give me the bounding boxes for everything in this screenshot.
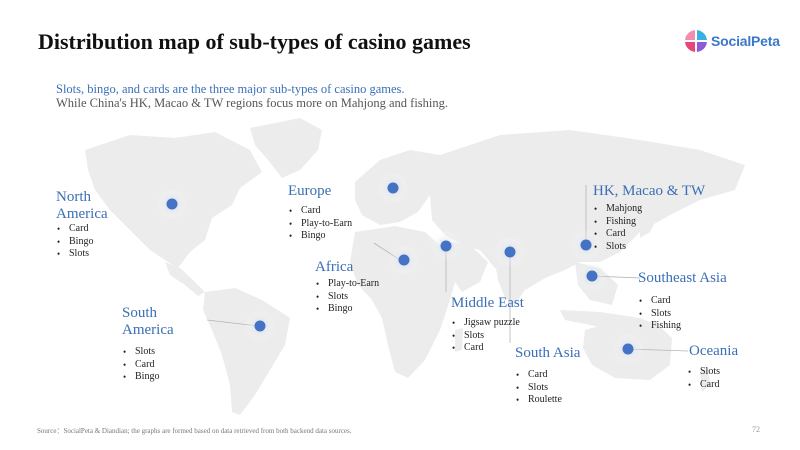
marker-south-america — [254, 320, 266, 332]
region-north-america: North America Card Bingo Slots — [56, 189, 108, 261]
logo-text: SocialPeta — [711, 33, 780, 49]
oceania-game-list: Slots Card — [687, 366, 738, 391]
list-item: Mahjong — [593, 203, 705, 216]
africa-game-list: Play-to-Earn Slots Bingo — [315, 278, 379, 316]
region-name-middle-east: Middle East — [451, 295, 524, 311]
region-south-america: South America Slots Card Bingo — [122, 305, 174, 384]
socialpeta-logo: SocialPeta — [684, 29, 780, 53]
region-name-south-asia: South Asia — [515, 345, 581, 361]
list-item: Card — [56, 223, 108, 236]
north-america-game-list: Card Bingo Slots — [56, 223, 108, 261]
region-southeast-asia: Southeast Asia Card Slots Fishing — [638, 270, 727, 333]
subtitle-detail: While China's HK, Macao & TW regions foc… — [56, 96, 448, 110]
list-item: Card — [288, 205, 352, 218]
list-item: Roulette — [515, 394, 580, 407]
south-america-shape — [203, 288, 290, 415]
list-item: Play-to-Earn — [315, 278, 379, 291]
marker-middle-east — [440, 240, 452, 252]
list-item: Slots — [122, 346, 174, 359]
list-item: Card — [593, 228, 705, 241]
list-item: Slots — [451, 330, 524, 343]
source-footnote: Source：SocialPeta & Diandian; the graphs… — [37, 427, 352, 435]
socialpeta-logo-icon — [685, 30, 707, 52]
marker-southeast-asia — [586, 270, 598, 282]
region-name-hk-macao-tw: HK, Macao & TW — [593, 183, 706, 199]
india-shape — [495, 262, 528, 305]
southeast-asia-game-list: Card Slots Fishing — [638, 295, 727, 333]
region-name-south-america-line2: America — [122, 322, 174, 338]
list-item: Play-to-Earn — [288, 218, 352, 231]
page-title: Distribution map of sub-types of casino … — [38, 29, 471, 54]
region-africa: Africa Play-to-Earn Slots Bingo — [315, 259, 379, 316]
list-item: Fishing — [638, 320, 727, 333]
list-item: Bingo — [315, 303, 379, 316]
region-oceania: Oceania Slots Card — [687, 343, 739, 391]
south-america-game-list: Slots Card Bingo — [122, 346, 174, 384]
europe-game-list: Card Play-to-Earn Bingo — [288, 205, 352, 243]
list-item: Card — [451, 342, 524, 355]
africa-shape — [350, 226, 458, 378]
list-item: Slots — [515, 382, 580, 395]
south-asia-game-list: Card Slots Roulette — [515, 369, 580, 407]
list-item: Slots — [687, 366, 738, 379]
marker-hk-macao-tw — [580, 239, 592, 251]
region-name-south-america-line1: South — [122, 305, 158, 321]
marker-africa — [398, 254, 410, 266]
list-item: Slots — [638, 308, 727, 321]
region-name-europe: Europe — [288, 183, 332, 199]
region-south-asia: South Asia Card Slots Roulette — [515, 345, 580, 407]
marker-north-america — [166, 198, 178, 210]
list-item: Slots — [315, 291, 379, 304]
greenland-shape — [250, 118, 322, 178]
list-item: Card — [638, 295, 727, 308]
list-item: Card — [122, 359, 174, 372]
list-item: Slots — [593, 241, 705, 254]
region-europe: Europe Card Play-to-Earn Bingo — [288, 183, 352, 243]
middle-east-game-list: Jigsaw puzzle Slots Card — [451, 317, 524, 355]
list-item: Bingo — [56, 236, 108, 249]
list-item: Fishing — [593, 216, 705, 229]
region-middle-east: Middle East Jigsaw puzzle Slots Card — [451, 295, 524, 355]
subtitle-highlight: Slots, bingo, and cards are the three ma… — [56, 82, 405, 96]
list-item: Jigsaw puzzle — [451, 317, 524, 330]
region-name-southeast-asia: Southeast Asia — [638, 270, 727, 286]
region-markers — [166, 182, 634, 355]
list-item: Card — [515, 369, 580, 382]
region-name-oceania: Oceania — [689, 343, 739, 359]
hk-macao-tw-game-list: Mahjong Fishing Card Slots — [593, 203, 705, 253]
marker-oceania — [622, 343, 634, 355]
central-america-shape — [165, 262, 205, 296]
list-item: Slots — [56, 248, 108, 261]
page-number: 72 — [752, 425, 760, 434]
region-hk-macao-tw: HK, Macao & TW Mahjong Fishing Card Slot… — [593, 183, 705, 253]
list-item: Bingo — [288, 230, 352, 243]
list-item: Bingo — [122, 371, 174, 384]
list-item: Card — [687, 379, 738, 392]
marker-south-asia — [504, 246, 516, 258]
marker-europe — [387, 182, 399, 194]
region-name-north-america-line1: North — [56, 189, 91, 205]
region-name-north-america-line2: America — [56, 206, 108, 222]
region-name-africa: Africa — [315, 259, 354, 275]
